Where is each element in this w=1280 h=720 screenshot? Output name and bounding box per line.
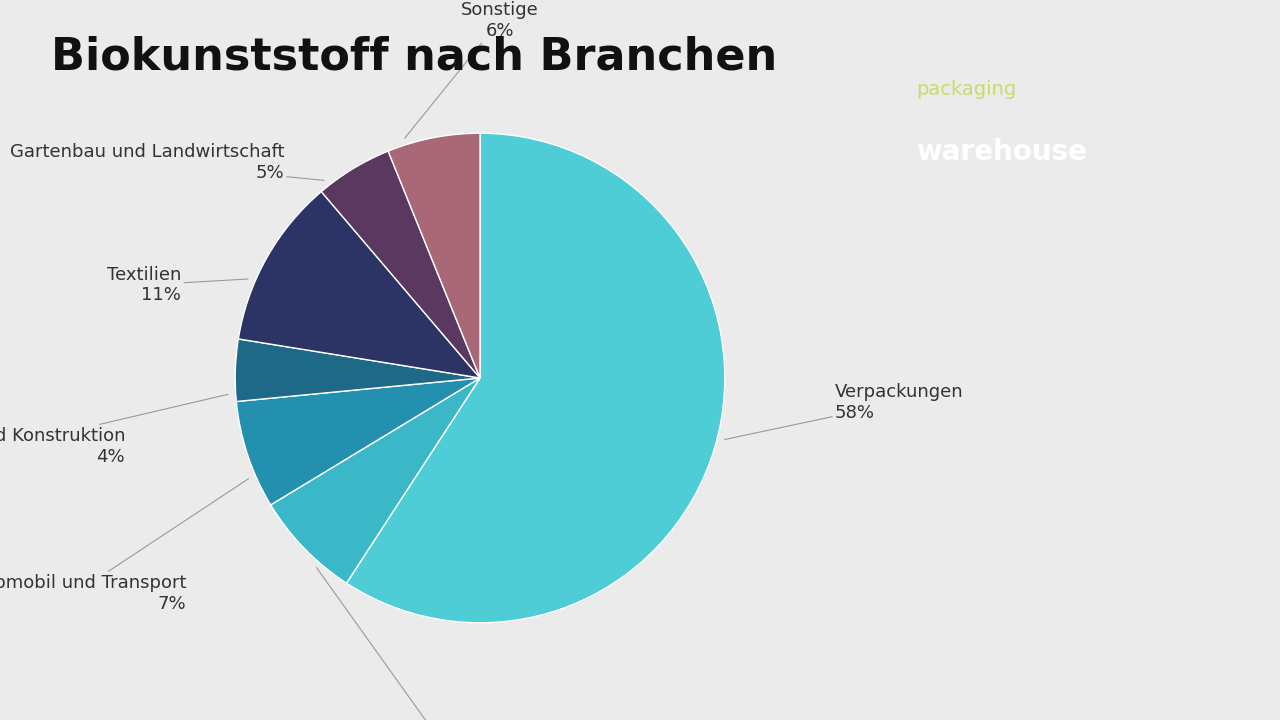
Wedge shape — [270, 378, 480, 583]
Text: Gebäude und Konstruktion
4%: Gebäude und Konstruktion 4% — [0, 395, 228, 466]
Text: Automobil und Transport
7%: Automobil und Transport 7% — [0, 479, 248, 613]
Text: warehouse: warehouse — [916, 138, 1087, 166]
Text: Konsumgüter
7%: Konsumgüter 7% — [316, 567, 503, 720]
Text: Sonstige
6%: Sonstige 6% — [404, 1, 539, 138]
Wedge shape — [236, 339, 480, 402]
Wedge shape — [347, 133, 724, 623]
Wedge shape — [237, 378, 480, 505]
Text: Verpackungen
58%: Verpackungen 58% — [724, 383, 964, 439]
Wedge shape — [238, 192, 480, 378]
Wedge shape — [321, 151, 480, 378]
Text: packaging: packaging — [916, 80, 1016, 99]
Text: Gartenbau und Landwirtschaft
5%: Gartenbau und Landwirtschaft 5% — [10, 143, 324, 182]
Text: Textilien
11%: Textilien 11% — [108, 266, 248, 305]
Text: Biokunststoff nach Branchen: Biokunststoff nach Branchen — [51, 36, 777, 79]
Wedge shape — [388, 133, 480, 378]
